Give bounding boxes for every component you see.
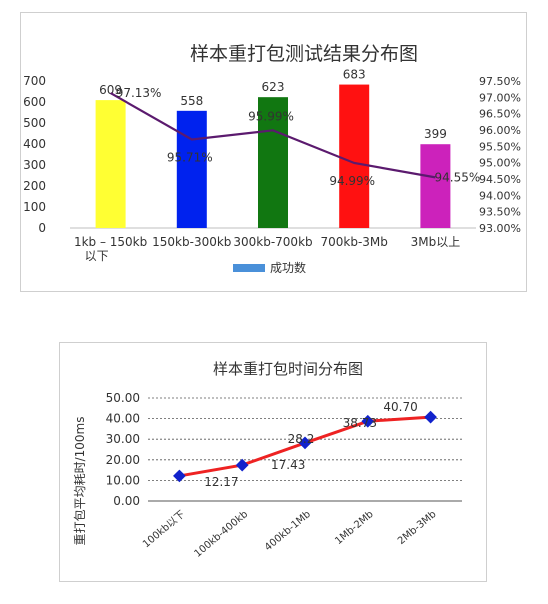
chart-1-left-tick-label: 100 [23, 200, 46, 214]
chart-2-y-tick-label: 30.00 [106, 432, 140, 446]
chart-1-panel: 样本重打包测试结果分布图 0 100 200 300 400 500 600 700 93.00%… [20, 12, 527, 292]
chart-1-svg: 样本重打包测试结果分布图 0 100 200 300 400 500 600 700 93.00%… [23, 43, 521, 275]
chart-2-point-marker [173, 469, 186, 483]
chart-1-bar [420, 144, 451, 228]
chart-2-svg: 样本重打包时间分布图 0.00 10.00 20.00 30.00 40.00 50.00 重… [73, 360, 462, 560]
chart-1-rate-label: 97.13% [116, 86, 162, 100]
chart-1-bar [258, 97, 288, 228]
chart-1-right-tick-label: 97.50% [479, 75, 521, 88]
chart-2-title: 样本重打包时间分布图 [213, 360, 363, 378]
chart-1-bar-label: 683 [343, 68, 366, 82]
chart-2-data-label: 40.70 [383, 400, 417, 414]
chart-2-point-marker [424, 410, 437, 424]
chart-1-title: 样本重打包测试结果分布图 [190, 43, 418, 65]
chart-1-right-tick-label: 93.50% [479, 206, 521, 219]
chart-1-rate-label: 95.99% [248, 109, 294, 123]
chart-1-right-tick-label: 94.00% [479, 189, 521, 202]
chart-1-bar-label: 399 [424, 127, 447, 141]
chart-1-category-label: 700kb-3Mb [320, 235, 387, 249]
chart-1-left-tick-label: 200 [23, 179, 46, 193]
chart-1-legend-swatch [233, 264, 265, 272]
chart-2-point-marker [298, 436, 312, 450]
chart-1-right-tick-label: 97.00% [479, 91, 521, 104]
chart-2-point-marker [235, 458, 249, 472]
chart-2-category-label: 1Mb-2Mb [333, 509, 376, 547]
chart-1-legend-label: 成功数 [270, 260, 306, 275]
chart-1-left-tick-label: 0 [38, 221, 46, 235]
chart-2-data-label: 12.17 [204, 475, 238, 489]
chart-1-bar-label: 609 [99, 83, 122, 97]
chart-2-category-label: 400kb-1Mb [263, 509, 313, 554]
chart-1-left-tick-label: 700 [23, 74, 46, 88]
chart-1-category-label: 3Mb以上 [411, 235, 461, 249]
chart-1-left-tick-label: 400 [23, 137, 46, 151]
chart-1-left-tick-label: 300 [23, 158, 46, 172]
chart-1-category-label: 1kb – 150kb 以下 [74, 235, 147, 263]
chart-2-category-label: 2Mb-3Mb [396, 509, 439, 547]
chart-1-left-tick-label: 500 [23, 116, 46, 130]
chart-1-rate-line [110, 92, 436, 179]
chart-1-left-tick-label: 600 [23, 95, 46, 109]
chart-1-rate-label: 94.55% [435, 170, 481, 184]
chart-2-y-tick-label: 20.00 [106, 453, 140, 467]
chart-2-data-label: 28.2 [288, 432, 315, 446]
chart-2-y-tick-label: 50.00 [106, 391, 140, 405]
chart-1-right-tick-label: 95.00% [479, 157, 521, 170]
chart-1-bar-label: 558 [180, 94, 203, 108]
chart-1-bar [95, 100, 126, 228]
chart-2-data-label: 38.73 [343, 416, 377, 430]
chart-2-data-label: 17.43 [271, 458, 305, 472]
chart-1-right-tick-label: 95.50% [479, 140, 521, 153]
chart-1-rate-label: 95.71% [167, 150, 213, 164]
chart-1-right-tick-label: 96.00% [479, 124, 521, 137]
chart-2-y-tick-label: 10.00 [106, 473, 140, 487]
chart-1-category-label: 300kb-700kb [233, 235, 312, 249]
chart-1-bar [176, 110, 207, 228]
chart-2-y-tick-label: 40.00 [106, 412, 140, 426]
chart-1-right-tick-label: 96.50% [479, 108, 521, 121]
chart-1-bar-label: 623 [262, 80, 285, 94]
chart-2-y-axis-label: 重打包平均耗时/100ms [73, 417, 87, 546]
chart-1-right-tick-label: 93.00% [479, 222, 521, 235]
chart-2-category-label: 100kb以下 [141, 509, 187, 550]
chart-1-bar [339, 84, 370, 228]
chart-1-category-label: 150kb-300kb [152, 235, 231, 249]
chart-2-panel: 样本重打包时间分布图 0.00 10.00 20.00 30.00 40.00 50.00 重… [59, 342, 487, 582]
chart-2-y-tick-label: 0.00 [113, 494, 140, 508]
chart-2-category-label: 100kb-400kb [192, 509, 250, 560]
chart-1-rate-label: 94.99% [329, 174, 375, 188]
chart-1-right-tick-label: 94.50% [479, 173, 521, 186]
